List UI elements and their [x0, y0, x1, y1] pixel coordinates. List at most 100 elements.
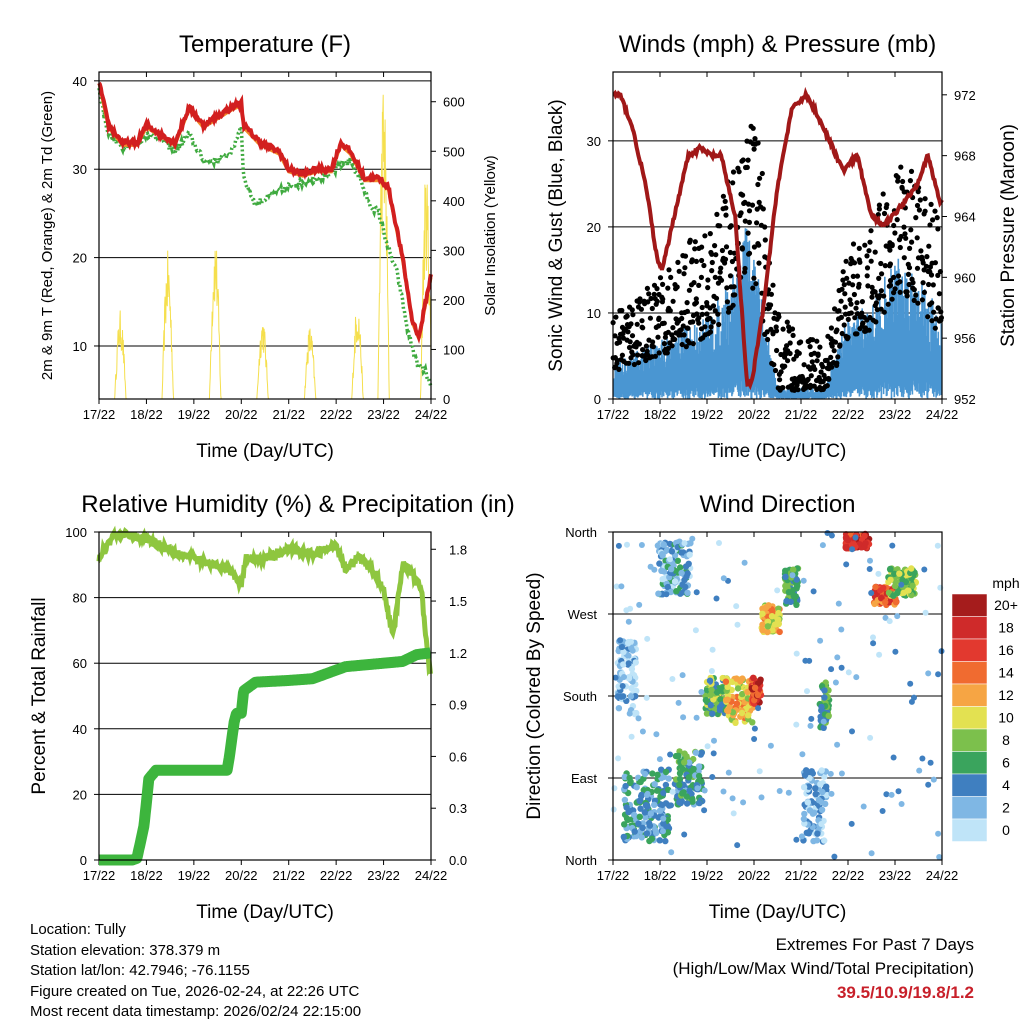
- gust-point: [908, 168, 915, 174]
- direction-point: [724, 707, 732, 715]
- gust-point: [772, 367, 779, 374]
- x-tick-label: 22/22: [832, 407, 865, 422]
- direction-point: [804, 688, 810, 695]
- gust-point: [892, 230, 898, 236]
- gust-point: [624, 313, 630, 319]
- direction-point: [658, 766, 665, 773]
- gust-point: [862, 242, 868, 248]
- direction-point: [625, 675, 633, 682]
- gust-point: [809, 359, 815, 365]
- gust-point: [724, 285, 730, 291]
- direction-point: [849, 728, 855, 735]
- gust-point: [904, 289, 910, 295]
- direction-point: [739, 690, 746, 698]
- y-tick-label: South: [563, 689, 597, 704]
- direction-point: [641, 770, 649, 778]
- gust-point: [713, 252, 719, 258]
- direction-point: [631, 710, 639, 717]
- gust-point: [841, 282, 847, 288]
- direction-point: [871, 600, 878, 608]
- gust-point: [864, 265, 871, 271]
- direction-point: [835, 600, 842, 607]
- direction-point: [683, 800, 691, 807]
- gust-point: [872, 249, 878, 255]
- direction-point: [693, 714, 700, 721]
- y2-tick-label: 968: [954, 149, 976, 164]
- gust-point: [691, 280, 697, 286]
- gust-point: [751, 275, 757, 281]
- gust-point: [876, 202, 883, 208]
- direction-point: [828, 532, 835, 539]
- gust-point: [878, 260, 884, 267]
- direction-point: [785, 589, 793, 596]
- direction-point: [655, 590, 662, 597]
- direction-point: [759, 627, 766, 634]
- direction-point: [935, 830, 942, 837]
- station-latlon: Station lat/lon: 42.7946; -76.1155: [30, 962, 250, 979]
- gust-point: [656, 315, 662, 321]
- gust-point: [891, 222, 897, 229]
- gust-point: [778, 369, 784, 375]
- direction-point: [828, 666, 835, 673]
- x-tick-label: 21/22: [272, 868, 305, 883]
- gust-point: [745, 201, 752, 207]
- gust-point: [756, 260, 762, 266]
- direction-point: [667, 556, 673, 563]
- gust-point: [710, 319, 716, 325]
- direction-point: [892, 599, 900, 606]
- direction-point: [681, 540, 688, 547]
- gust-point: [771, 362, 777, 368]
- gust-point: [754, 220, 760, 226]
- gust-point: [723, 212, 729, 218]
- x-axis-label: Time (Day/UTC): [196, 902, 334, 923]
- gust-point: [713, 295, 720, 301]
- direction-point: [684, 589, 691, 596]
- direction-point: [823, 783, 830, 790]
- direction-point: [711, 737, 717, 744]
- direction-point: [642, 814, 649, 821]
- station-elevation: Station elevation: 378.379 m: [30, 941, 221, 959]
- gust-point: [717, 269, 723, 275]
- gust-point: [740, 192, 746, 198]
- direction-point: [892, 648, 899, 655]
- gust-point: [892, 286, 898, 292]
- direction-point: [662, 781, 670, 789]
- x-tick-label: 20/22: [225, 868, 258, 883]
- direction-point: [894, 613, 901, 620]
- gust-point: [773, 324, 779, 330]
- direction-point: [775, 620, 782, 628]
- gust-point: [684, 308, 691, 314]
- gust-point: [787, 350, 793, 357]
- gust-point: [659, 299, 666, 305]
- direction-point: [647, 563, 654, 570]
- direction-point: [789, 572, 796, 579]
- gust-point: [869, 284, 875, 290]
- precip-series: [94, 647, 436, 866]
- gust-point: [698, 274, 705, 280]
- gust-point: [832, 339, 839, 345]
- direction-point: [631, 828, 638, 835]
- direction-point: [801, 772, 809, 779]
- direction-point: [818, 798, 825, 805]
- gust-point: [755, 181, 761, 188]
- direction-point: [820, 718, 827, 725]
- gust-point: [926, 243, 932, 249]
- gust-point: [906, 281, 912, 288]
- gust-point: [857, 259, 863, 265]
- gust-point: [924, 254, 930, 260]
- gust-point: [838, 314, 845, 320]
- direction-point: [887, 565, 894, 573]
- extremes-subtitle: (High/Low/Max Wind/Total Precipitation): [672, 959, 974, 978]
- gust-point: [901, 255, 907, 261]
- direction-point: [899, 576, 906, 584]
- gust-point: [918, 248, 924, 254]
- gust-point: [932, 260, 939, 266]
- direction-point: [695, 772, 703, 780]
- direction-point: [732, 719, 739, 726]
- gust-point: [842, 291, 848, 297]
- direction-point: [793, 650, 800, 657]
- direction-point: [818, 821, 825, 827]
- extremes-values: 39.5/10.9/19.8/1.2: [836, 983, 974, 1002]
- direction-point: [667, 751, 674, 758]
- gust-point: [894, 217, 900, 223]
